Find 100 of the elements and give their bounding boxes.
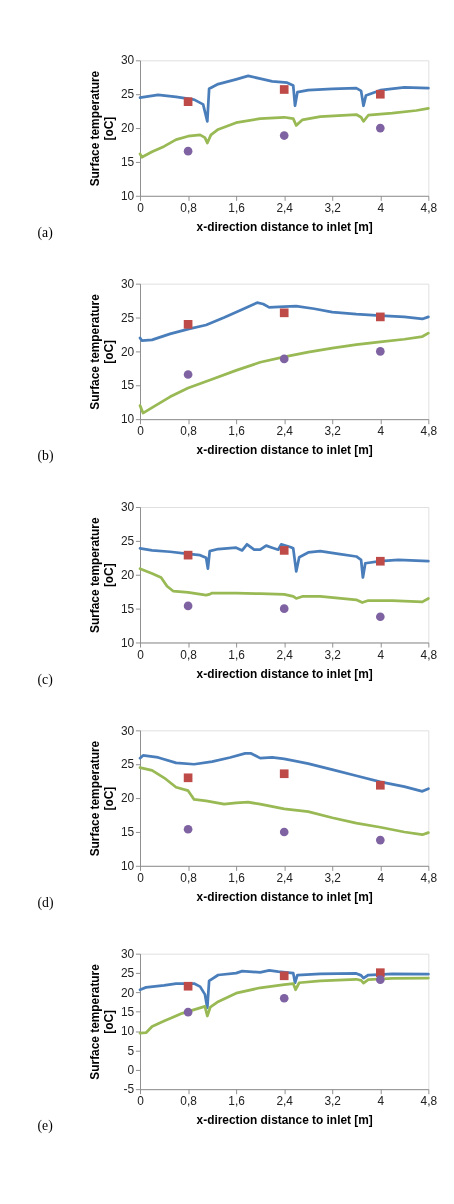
x-tick-label: 3,2 — [324, 200, 341, 215]
y-axis-title: Surface temperature [oC] — [87, 293, 116, 410]
x-tick-label: 3,2 — [324, 647, 341, 662]
x-tick-label: 0 — [137, 870, 145, 885]
point — [375, 612, 385, 622]
x-tick-label: 1,6 — [228, 200, 246, 215]
y-tick-label: 15 — [120, 1004, 135, 1019]
point — [279, 971, 289, 981]
text: (d) — [37, 895, 54, 912]
text: (e) — [37, 1118, 53, 1135]
x-tick-label: 0 — [137, 200, 145, 215]
x-tick-label: 0,8 — [180, 870, 198, 885]
y-tick-label: 25 — [120, 757, 135, 772]
y-tick-label: 15 — [120, 825, 135, 840]
x-tick-label: 0,8 — [180, 424, 198, 439]
line-series — [138, 542, 430, 579]
y-tick-label: 10 — [120, 635, 135, 650]
point — [375, 556, 385, 566]
line-series — [138, 752, 430, 793]
x-tick-label: 3,2 — [324, 1094, 341, 1109]
x-tick-label: 4 — [377, 200, 385, 215]
x-tick-label: 4 — [377, 424, 385, 439]
x-tick-label: 2,4 — [276, 870, 294, 885]
point — [183, 146, 193, 156]
y-tick-label: 0 — [127, 1062, 135, 1077]
x-tick-label: 4,8 — [420, 200, 438, 215]
x-axis-title: x-direction distance to inlet [m] — [196, 1113, 373, 1128]
y-tick-label: 30 — [120, 276, 135, 291]
y-tick-label: 25 — [120, 966, 135, 981]
x-tick-label: 0,8 — [180, 1094, 198, 1109]
y-tick-label: 30 — [120, 946, 135, 961]
y-tick-label: 20 — [120, 121, 135, 136]
y-tick-label: 10 — [120, 188, 135, 203]
line-series — [138, 766, 430, 837]
point — [183, 824, 193, 834]
point — [279, 546, 289, 555]
x-axis-title: x-direction distance to inlet [m] — [196, 666, 373, 681]
point — [375, 968, 385, 978]
text: (a) — [37, 225, 53, 242]
y-tick-label: 15 — [120, 155, 135, 170]
point — [279, 769, 289, 779]
point — [375, 780, 385, 790]
x-tick-label: 4,8 — [420, 1094, 438, 1109]
point — [279, 308, 289, 318]
point — [279, 827, 289, 837]
line-series — [138, 968, 430, 1010]
text: (b) — [37, 448, 54, 465]
y-tick-label: 25 — [120, 87, 135, 102]
x-tick-label: 4 — [377, 870, 385, 885]
x-tick-label: 4 — [377, 647, 385, 662]
point — [375, 312, 385, 322]
line-series — [138, 107, 430, 159]
line-series — [138, 567, 430, 604]
point — [375, 89, 385, 99]
x-tick-label: 2,4 — [276, 424, 294, 439]
point — [183, 1007, 193, 1017]
x-tick-label: 2,4 — [276, 647, 294, 662]
y-tick-label: 20 — [120, 791, 135, 806]
y-tick-label: 30 — [120, 723, 135, 738]
y-axis-title: Surface temperature [oC] — [87, 963, 116, 1080]
point — [279, 354, 289, 364]
point — [375, 347, 385, 356]
point — [375, 975, 385, 984]
x-tick-label: 1,6 — [228, 1094, 246, 1109]
y-axis-title: Surface temperature [oC] — [87, 70, 116, 187]
x-tick-label: 4,8 — [420, 870, 438, 885]
x-tick-label: 1,6 — [228, 424, 246, 439]
y-axis-title: Surface temperature [oC] — [87, 517, 116, 633]
point — [183, 320, 193, 329]
point — [279, 85, 289, 94]
x-tick-label: 1,6 — [228, 870, 246, 885]
y-tick-label: 20 — [120, 985, 135, 1000]
y-tick-label: 10 — [120, 1024, 135, 1039]
point — [183, 601, 193, 611]
point — [183, 773, 193, 783]
line-series — [138, 331, 430, 415]
point — [279, 993, 289, 1003]
y-tick-label: 10 — [120, 412, 135, 427]
x-tick-label: 2,4 — [276, 200, 294, 215]
point — [183, 981, 193, 991]
line-series — [138, 301, 430, 342]
point — [183, 370, 193, 379]
y-tick-label: 15 — [120, 601, 135, 616]
x-tick-label: 0 — [137, 1094, 145, 1109]
x-axis-title: x-direction distance to inlet [m] — [196, 220, 373, 235]
y-tick-label: 25 — [120, 310, 135, 325]
y-tick-label: 30 — [120, 53, 135, 68]
x-axis-title: x-direction distance to inlet [m] — [196, 890, 373, 905]
x-tick-label: 0 — [137, 424, 145, 439]
y-axis-title: Surface temperature [oC] — [87, 740, 116, 857]
y-tick-label: 20 — [120, 344, 135, 359]
y-tick-label: 20 — [120, 567, 135, 582]
x-tick-label: 2,4 — [276, 1094, 294, 1109]
x-axis-title: x-direction distance to inlet [m] — [196, 443, 373, 458]
x-tick-label: 3,2 — [324, 424, 341, 439]
x-tick-label: 1,6 — [228, 647, 246, 662]
x-tick-label: 0,8 — [180, 647, 198, 662]
y-tick-label: 5 — [127, 1043, 135, 1058]
point — [183, 97, 193, 107]
x-tick-label: 3,2 — [324, 870, 341, 885]
